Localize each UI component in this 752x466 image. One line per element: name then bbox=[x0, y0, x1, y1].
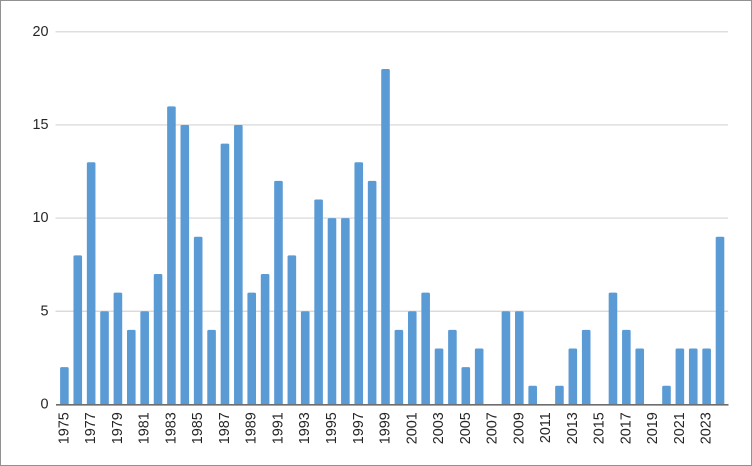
svg-text:1991: 1991 bbox=[270, 412, 286, 444]
svg-text:1981: 1981 bbox=[137, 412, 153, 444]
svg-text:0: 0 bbox=[40, 396, 48, 412]
svg-text:1987: 1987 bbox=[217, 412, 233, 444]
svg-text:2023: 2023 bbox=[699, 412, 715, 444]
svg-text:1977: 1977 bbox=[83, 412, 99, 444]
svg-text:2015: 2015 bbox=[592, 412, 608, 444]
svg-text:5: 5 bbox=[40, 303, 48, 319]
svg-text:1985: 1985 bbox=[190, 412, 206, 444]
svg-text:2011: 2011 bbox=[538, 412, 554, 443]
svg-text:2003: 2003 bbox=[431, 412, 447, 444]
svg-text:10: 10 bbox=[32, 210, 48, 226]
svg-text:2009: 2009 bbox=[511, 412, 527, 444]
svg-text:1999: 1999 bbox=[378, 412, 394, 444]
svg-text:1993: 1993 bbox=[297, 412, 313, 444]
svg-text:1975: 1975 bbox=[56, 412, 72, 444]
svg-text:2013: 2013 bbox=[565, 412, 581, 444]
svg-text:2019: 2019 bbox=[645, 412, 661, 444]
svg-text:2007: 2007 bbox=[485, 412, 501, 444]
svg-text:1997: 1997 bbox=[351, 412, 367, 444]
svg-text:20: 20 bbox=[32, 24, 48, 40]
svg-text:2001: 2001 bbox=[404, 412, 420, 444]
svg-text:1983: 1983 bbox=[163, 412, 179, 444]
svg-text:1989: 1989 bbox=[244, 412, 260, 444]
svg-text:1995: 1995 bbox=[324, 412, 340, 444]
svg-text:2021: 2021 bbox=[672, 412, 688, 444]
svg-text:2005: 2005 bbox=[458, 412, 474, 444]
svg-text:2017: 2017 bbox=[618, 412, 634, 444]
svg-text:1979: 1979 bbox=[110, 412, 126, 444]
svg-text:15: 15 bbox=[32, 117, 48, 133]
